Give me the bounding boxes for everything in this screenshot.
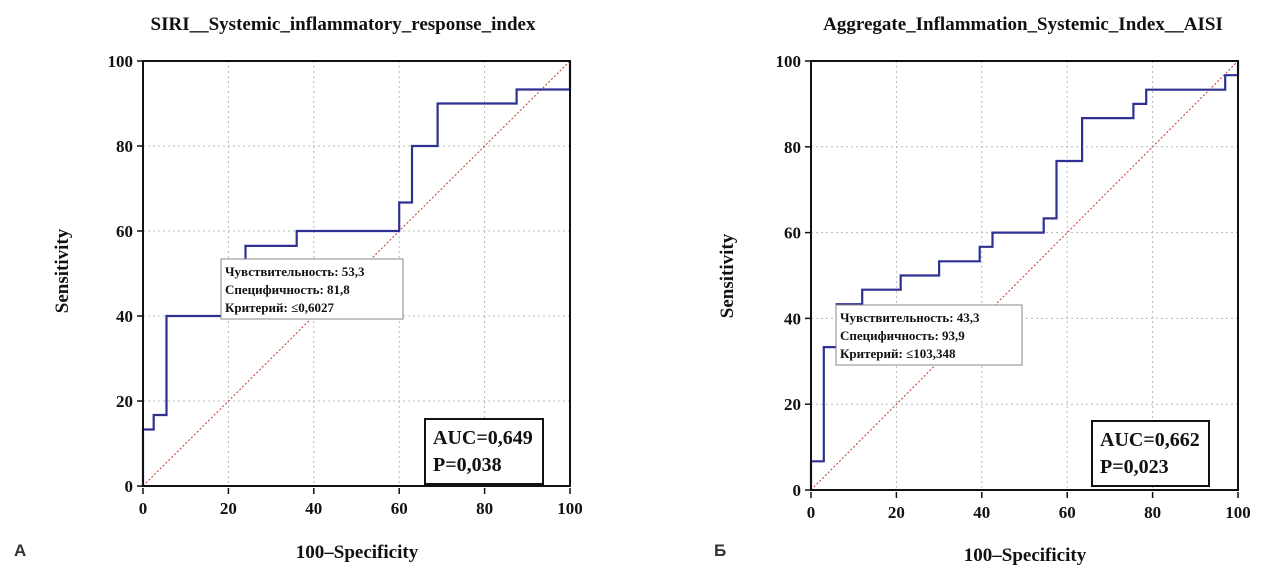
x-tick-label: 20: [888, 503, 905, 522]
x-tick-label: 60: [391, 499, 408, 518]
specificity-text: Специфичность: 81,8: [225, 282, 350, 297]
plot-frame: [142, 60, 571, 487]
x-tick-label: 40: [973, 503, 990, 522]
criterion-text: Критерий: ≤103,348: [840, 346, 956, 361]
chart-title: Aggregate_Inflammation_Systemic_Index__A…: [823, 14, 1223, 35]
x-tick-label: 60: [1059, 503, 1076, 522]
auc-text: AUC=0,649: [433, 427, 533, 449]
y-axis-title: Sensitivity: [52, 228, 73, 313]
reference-diagonal: [810, 60, 1239, 491]
y-tick-label: 60: [116, 222, 133, 241]
y-tick-label: 40: [116, 307, 133, 326]
x-tick-label: 0: [139, 499, 148, 518]
specificity-text: Специфичность: 93,9: [840, 328, 965, 343]
y-tick-label: 40: [784, 309, 801, 328]
p-value-text: P=0,038: [433, 454, 502, 476]
criterion-text: Критерий: ≤0,6027: [225, 300, 334, 315]
criterion-annotation: Чувствительность: 43,3 Специфичность: 93…: [835, 304, 1023, 366]
x-axis-title: 100–Specificity: [296, 542, 419, 563]
y-tick-label: 80: [116, 137, 133, 156]
y-tick-label: 20: [116, 392, 133, 411]
criterion-box: [220, 258, 404, 320]
panel-label: А: [14, 541, 26, 560]
y-tick-label: 20: [784, 395, 801, 414]
panel-label: Б: [714, 541, 726, 560]
x-tick-label: 20: [220, 499, 237, 518]
p-value-text: P=0,023: [1100, 456, 1169, 478]
criterion-annotation: Чувствительность: 53,3 Специфичность: 81…: [220, 258, 404, 320]
chart-title: SIRI__Systemic_inflammatory_response_ind…: [151, 14, 536, 35]
y-tick-label: 100: [108, 52, 134, 71]
x-axis-title: 100–Specificity: [964, 545, 1087, 566]
roc-curve: [141, 61, 572, 486]
sensitivity-text: Чувствительность: 43,3: [840, 310, 980, 325]
roc-panel-a: SIRI__Systemic_inflammatory_response_ind…: [14, 14, 583, 563]
y-tick-label: 0: [125, 477, 134, 496]
x-tick-label: 100: [557, 499, 583, 518]
criterion-box: [835, 304, 1023, 366]
x-tick-label: 100: [1225, 503, 1251, 522]
stats-annotation: AUC=0,649 P=0,038: [424, 418, 544, 485]
auc-text: AUC=0,662: [1100, 429, 1200, 451]
y-tick-label: 60: [784, 224, 801, 243]
y-tick-label: 0: [793, 481, 802, 500]
roc-panel-b: Aggregate_Inflammation_Systemic_Index__A…: [714, 14, 1251, 566]
y-tick-label: 80: [784, 138, 801, 157]
y-tick-label: 100: [776, 52, 802, 71]
x-tick-label: 80: [476, 499, 493, 518]
stats-box: [1091, 420, 1210, 487]
y-axis-title: Sensitivity: [717, 233, 738, 318]
stats-box: [424, 418, 544, 485]
plot-frame: [810, 60, 1239, 491]
x-tick-label: 40: [305, 499, 322, 518]
x-tick-label: 0: [807, 503, 816, 522]
stats-annotation: AUC=0,662 P=0,023: [1091, 420, 1210, 487]
x-tick-label: 80: [1144, 503, 1161, 522]
sensitivity-text: Чувствительность: 53,3: [225, 264, 365, 279]
